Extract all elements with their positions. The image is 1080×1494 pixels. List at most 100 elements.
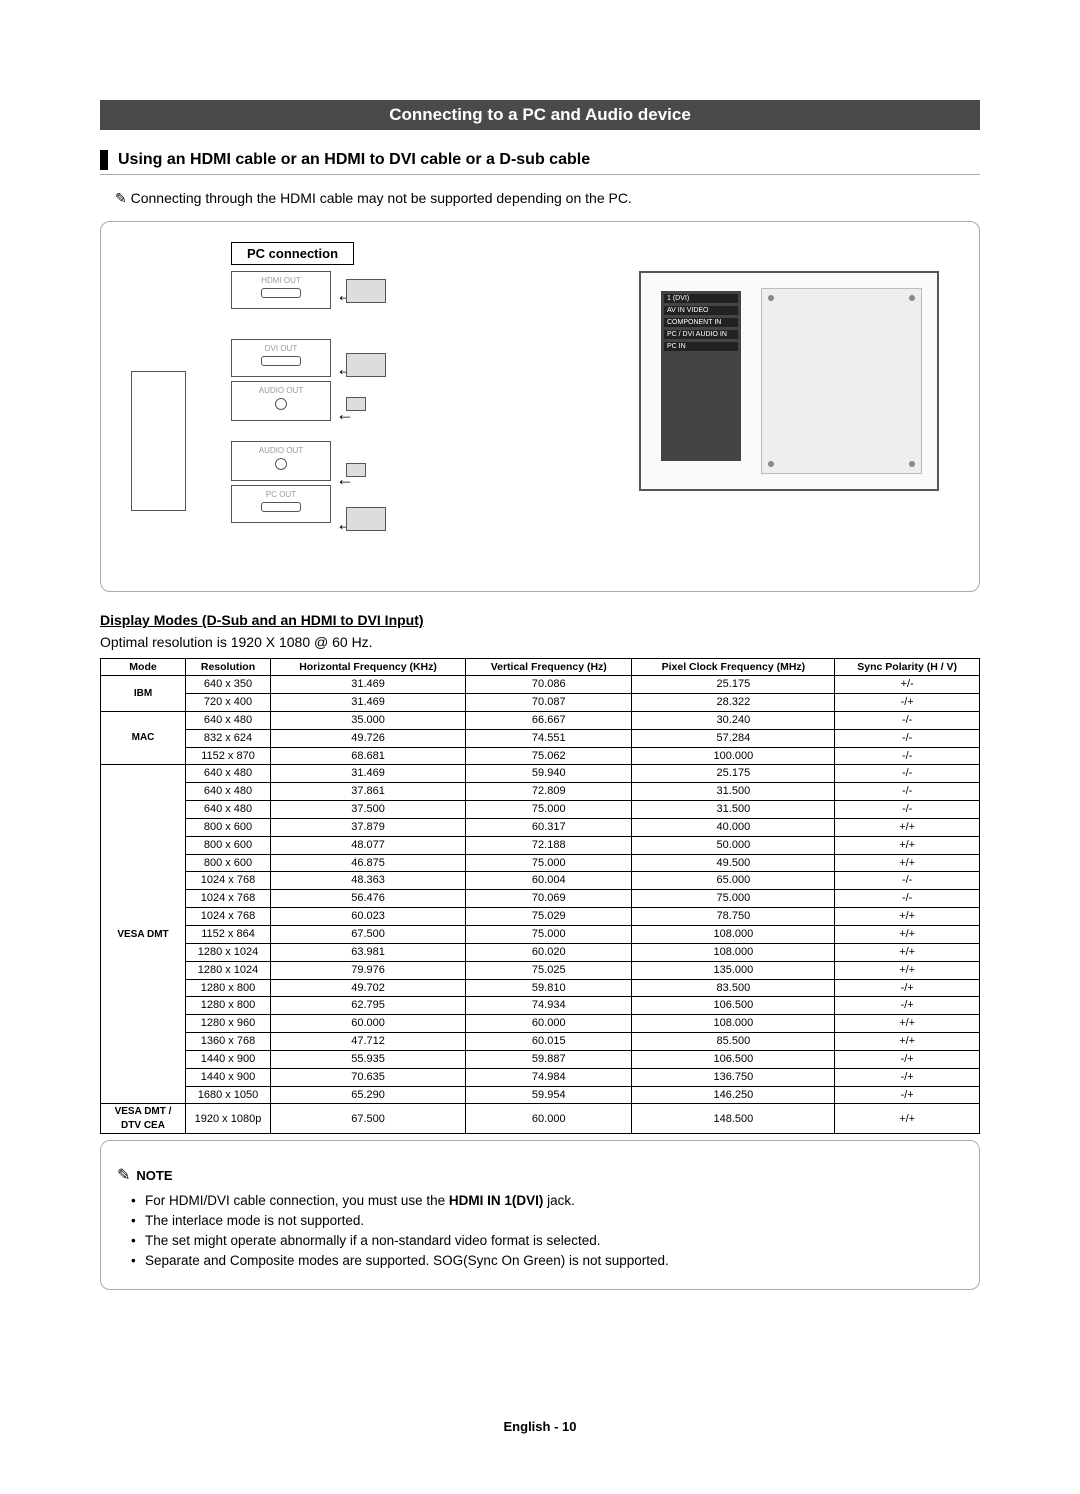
table-cell: 1280 x 1024 xyxy=(186,943,271,961)
table-cell: 25.175 xyxy=(632,676,835,694)
table-cell: +/+ xyxy=(835,908,980,926)
table-header-cell: Mode xyxy=(101,659,186,676)
table-cell: 67.500 xyxy=(271,1104,466,1134)
tv-backplate xyxy=(761,288,922,474)
table-cell: 1360 x 768 xyxy=(186,1033,271,1051)
table-cell: 60.317 xyxy=(466,818,632,836)
table-cell: 85.500 xyxy=(632,1033,835,1051)
table-row: 1360 x 76847.71260.01585.500+/+ xyxy=(101,1033,980,1051)
table-cell: 1280 x 800 xyxy=(186,997,271,1015)
table-cell: 640 x 350 xyxy=(186,676,271,694)
table-cell: 75.062 xyxy=(466,747,632,765)
table-row: 832 x 62449.72674.55157.284-/- xyxy=(101,729,980,747)
table-cell: -/- xyxy=(835,890,980,908)
table-cell: 55.935 xyxy=(271,1050,466,1068)
table-cell: 75.029 xyxy=(466,908,632,926)
table-cell: -/- xyxy=(835,747,980,765)
table-cell: 75.025 xyxy=(466,961,632,979)
table-row: 1024 x 76848.36360.00465.000-/- xyxy=(101,872,980,890)
tv-input-panel: 1 (DVI) AV IN VIDEO COMPONENT IN PC / DV… xyxy=(661,291,741,461)
table-cell: -/+ xyxy=(835,1068,980,1086)
table-cell: 1440 x 900 xyxy=(186,1050,271,1068)
table-header-cell: Horizontal Frequency (KHz) xyxy=(271,659,466,676)
table-cell: 35.000 xyxy=(271,711,466,729)
table-cell: 30.240 xyxy=(632,711,835,729)
table-row: 1024 x 76856.47670.06975.000-/- xyxy=(101,890,980,908)
table-cell: 59.887 xyxy=(466,1050,632,1068)
table-cell: 74.551 xyxy=(466,729,632,747)
table-cell: 37.861 xyxy=(271,783,466,801)
table-cell: 67.500 xyxy=(271,925,466,943)
lead-note-text: Connecting through the HDMI cable may no… xyxy=(131,190,632,206)
pc-out-port: PC OUT xyxy=(231,485,331,523)
table-cell: 50.000 xyxy=(632,836,835,854)
table-cell: +/+ xyxy=(835,1015,980,1033)
note-item: The interlace mode is not supported. xyxy=(145,1213,963,1228)
table-cell: 72.809 xyxy=(466,783,632,801)
table-cell: 640 x 480 xyxy=(186,765,271,783)
table-cell: 31.500 xyxy=(632,783,835,801)
table-cell: 59.810 xyxy=(466,979,632,997)
audio-jack-icon xyxy=(346,397,366,411)
table-cell: 74.934 xyxy=(466,997,632,1015)
table-cell: 79.976 xyxy=(271,961,466,979)
table-cell: 1024 x 768 xyxy=(186,908,271,926)
table-cell: 1440 x 900 xyxy=(186,1068,271,1086)
table-row: 1680 x 105065.29059.954146.250-/+ xyxy=(101,1086,980,1104)
page-title: Connecting to a PC and Audio device xyxy=(389,105,691,125)
mode-cell: MAC xyxy=(101,711,186,765)
table-cell: 59.940 xyxy=(466,765,632,783)
note-icon: ✎ xyxy=(115,190,131,206)
table-cell: -/- xyxy=(835,801,980,819)
diagram-area: HDMI OUT DVI OUT AUDIO OUT AUDIO OUT PC … xyxy=(121,271,959,571)
table-cell: 60.023 xyxy=(271,908,466,926)
table-header-row: ModeResolutionHorizontal Frequency (KHz)… xyxy=(101,659,980,676)
table-row: 720 x 40031.46970.08728.322-/+ xyxy=(101,694,980,712)
table-row: 1280 x 80062.79574.934106.500-/+ xyxy=(101,997,980,1015)
table-cell: 31.469 xyxy=(271,765,466,783)
table-heading: Display Modes (D-Sub and an HDMI to DVI … xyxy=(100,612,980,628)
table-row: 800 x 60037.87960.31740.000+/+ xyxy=(101,818,980,836)
table-cell: +/+ xyxy=(835,925,980,943)
note-label: NOTE xyxy=(136,1168,172,1183)
table-cell: 31.469 xyxy=(271,676,466,694)
table-cell: 70.635 xyxy=(271,1068,466,1086)
tv-back-panel: 1 (DVI) AV IN VIDEO COMPONENT IN PC / DV… xyxy=(639,271,939,491)
note-list: For HDMI/DVI cable connection, you must … xyxy=(117,1193,963,1268)
table-cell: 1024 x 768 xyxy=(186,890,271,908)
lead-note-line: ✎ Connecting through the HDMI cable may … xyxy=(115,190,980,207)
audio-jack-icon xyxy=(346,463,366,477)
table-cell: 640 x 480 xyxy=(186,783,271,801)
note-item: For HDMI/DVI cable connection, you must … xyxy=(145,1193,963,1208)
table-cell: 135.000 xyxy=(632,961,835,979)
table-cell: 1280 x 1024 xyxy=(186,961,271,979)
mode-cell: IBM xyxy=(101,676,186,712)
table-cell: 1920 x 1080p xyxy=(186,1104,271,1134)
table-row: 800 x 60046.87575.00049.500+/+ xyxy=(101,854,980,872)
table-cell: +/+ xyxy=(835,943,980,961)
sub-heading-text: Using an HDMI cable or an HDMI to DVI ca… xyxy=(118,151,590,169)
table-cell: 60.020 xyxy=(466,943,632,961)
table-cell: +/+ xyxy=(835,1104,980,1134)
table-cell: 800 x 600 xyxy=(186,836,271,854)
table-cell: -/+ xyxy=(835,694,980,712)
table-cell: 83.500 xyxy=(632,979,835,997)
table-cell: -/- xyxy=(835,783,980,801)
table-cell: 60.015 xyxy=(466,1033,632,1051)
table-cell: 146.250 xyxy=(632,1086,835,1104)
vga-connector-icon xyxy=(346,507,386,531)
table-cell: -/- xyxy=(835,872,980,890)
sub-heading: Using an HDMI cable or an HDMI to DVI ca… xyxy=(100,150,980,175)
table-cell: 75.000 xyxy=(466,854,632,872)
table-cell: 47.712 xyxy=(271,1033,466,1051)
table-cell: 74.984 xyxy=(466,1068,632,1086)
table-header-cell: Resolution xyxy=(186,659,271,676)
table-header-cell: Pixel Clock Frequency (MHz) xyxy=(632,659,835,676)
table-cell: 60.000 xyxy=(466,1104,632,1134)
table-cell: 136.750 xyxy=(632,1068,835,1086)
table-row: 1152 x 86467.50075.000108.000+/+ xyxy=(101,925,980,943)
table-cell: 63.981 xyxy=(271,943,466,961)
mode-cell: VESA DMT /DTV CEA xyxy=(101,1104,186,1134)
table-cell: +/+ xyxy=(835,961,980,979)
table-cell: 57.284 xyxy=(632,729,835,747)
